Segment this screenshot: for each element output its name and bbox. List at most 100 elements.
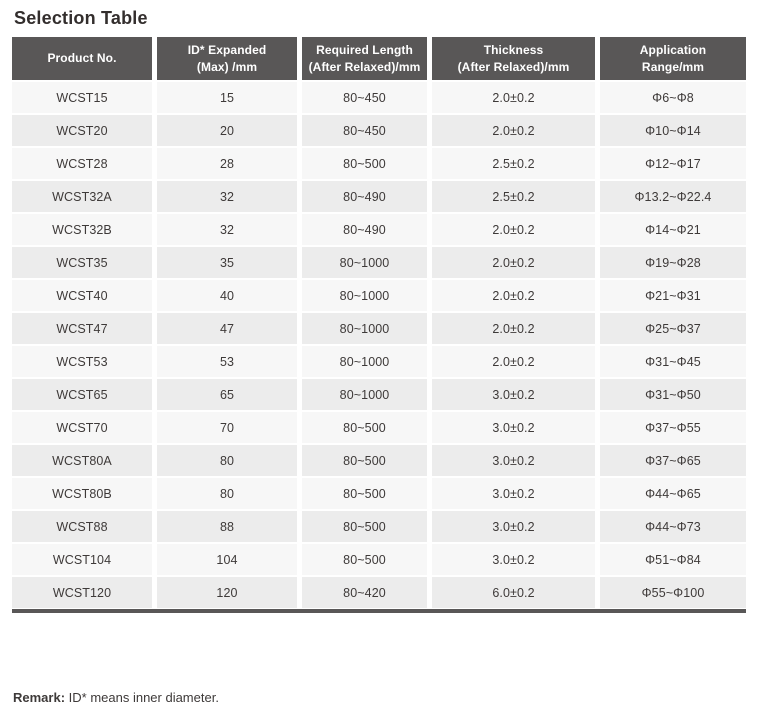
cell-required-length: 80~450: [302, 115, 427, 146]
cell-application-range: Φ13.2~Φ22.4: [600, 181, 746, 212]
cell-id-expanded: 80: [157, 445, 297, 476]
column-header-id-expanded: ID* Expanded (Max) /mm: [157, 37, 297, 80]
table-row: WCST65 65 80~1000 3.0±0.2 Φ31~Φ50: [12, 379, 746, 410]
cell-thickness: 2.0±0.2: [432, 346, 595, 377]
cell-thickness: 3.0±0.2: [432, 412, 595, 443]
cell-product-no: WCST53: [12, 346, 152, 377]
column-header-application-range: Application Range/mm: [600, 37, 746, 80]
cell-thickness: 2.0±0.2: [432, 247, 595, 278]
cell-product-no: WCST104: [12, 544, 152, 575]
table-row: WCST80A 80 80~500 3.0±0.2 Φ37~Φ65: [12, 445, 746, 476]
cell-application-range: Φ55~Φ100: [600, 577, 746, 608]
cell-application-range: Φ14~Φ21: [600, 214, 746, 245]
cell-id-expanded: 47: [157, 313, 297, 344]
cell-thickness: 3.0±0.2: [432, 445, 595, 476]
cell-application-range: Φ51~Φ84: [600, 544, 746, 575]
cell-id-expanded: 53: [157, 346, 297, 377]
table-row: WCST32A 32 80~490 2.5±0.2 Φ13.2~Φ22.4: [12, 181, 746, 212]
cell-application-range: Φ37~Φ65: [600, 445, 746, 476]
cell-id-expanded: 104: [157, 544, 297, 575]
cell-product-no: WCST80A: [12, 445, 152, 476]
cell-id-expanded: 32: [157, 181, 297, 212]
cell-application-range: Φ21~Φ31: [600, 280, 746, 311]
table-row: WCST15 15 80~450 2.0±0.2 Φ6~Φ8: [12, 82, 746, 113]
cell-application-range: Φ44~Φ73: [600, 511, 746, 542]
cell-required-length: 80~500: [302, 445, 427, 476]
column-header-thickness: Thickness (After Relaxed)/mm: [432, 37, 595, 80]
cell-product-no: WCST120: [12, 577, 152, 608]
cell-application-range: Φ31~Φ45: [600, 346, 746, 377]
cell-required-length: 80~420: [302, 577, 427, 608]
cell-required-length: 80~500: [302, 544, 427, 575]
cell-thickness: 3.0±0.2: [432, 544, 595, 575]
table-row: WCST47 47 80~1000 2.0±0.2 Φ25~Φ37: [12, 313, 746, 344]
cell-required-length: 80~1000: [302, 313, 427, 344]
cell-id-expanded: 80: [157, 478, 297, 509]
cell-application-range: Φ25~Φ37: [600, 313, 746, 344]
cell-product-no: WCST65: [12, 379, 152, 410]
cell-id-expanded: 65: [157, 379, 297, 410]
cell-required-length: 80~500: [302, 478, 427, 509]
remark-text: ID* means inner diameter.: [65, 690, 219, 705]
column-header-required-length: Required Length (After Relaxed)/mm: [302, 37, 427, 80]
cell-product-no: WCST88: [12, 511, 152, 542]
cell-thickness: 3.0±0.2: [432, 478, 595, 509]
table-row: WCST120 120 80~420 6.0±0.2 Φ55~Φ100: [12, 577, 746, 608]
cell-application-range: Φ31~Φ50: [600, 379, 746, 410]
cell-application-range: Φ12~Φ17: [600, 148, 746, 179]
table-row: WCST40 40 80~1000 2.0±0.2 Φ21~Φ31: [12, 280, 746, 311]
cell-product-no: WCST35: [12, 247, 152, 278]
selection-table: Product No. ID* Expanded (Max) /mm Require…: [12, 37, 746, 613]
cell-thickness: 2.0±0.2: [432, 115, 595, 146]
cell-id-expanded: 20: [157, 115, 297, 146]
table-row: WCST20 20 80~450 2.0±0.2 Φ10~Φ14: [12, 115, 746, 146]
table-bottom-border: [12, 609, 746, 613]
table-row: WCST80B 80 80~500 3.0±0.2 Φ44~Φ65: [12, 478, 746, 509]
cell-application-range: Φ44~Φ65: [600, 478, 746, 509]
cell-required-length: 80~490: [302, 181, 427, 212]
table-row: WCST53 53 80~1000 2.0±0.2 Φ31~Φ45: [12, 346, 746, 377]
table-header-row: Product No. ID* Expanded (Max) /mm Require…: [12, 37, 746, 80]
cell-required-length: 80~1000: [302, 346, 427, 377]
cell-product-no: WCST28: [12, 148, 152, 179]
cell-product-no: WCST32B: [12, 214, 152, 245]
cell-id-expanded: 32: [157, 214, 297, 245]
cell-product-no: WCST32A: [12, 181, 152, 212]
cell-required-length: 80~490: [302, 214, 427, 245]
cell-id-expanded: 70: [157, 412, 297, 443]
cell-id-expanded: 40: [157, 280, 297, 311]
table-row: WCST32B 32 80~490 2.0±0.2 Φ14~Φ21: [12, 214, 746, 245]
table-row: WCST104 104 80~500 3.0±0.2 Φ51~Φ84: [12, 544, 746, 575]
cell-required-length: 80~1000: [302, 280, 427, 311]
column-header-product-no: Product No.: [12, 37, 152, 80]
cell-thickness: 3.0±0.2: [432, 379, 595, 410]
cell-thickness: 2.0±0.2: [432, 313, 595, 344]
cell-thickness: 6.0±0.2: [432, 577, 595, 608]
table-row: WCST28 28 80~500 2.5±0.2 Φ12~Φ17: [12, 148, 746, 179]
cell-id-expanded: 120: [157, 577, 297, 608]
cell-id-expanded: 88: [157, 511, 297, 542]
cell-thickness: 2.5±0.2: [432, 181, 595, 212]
table-row: WCST35 35 80~1000 2.0±0.2 Φ19~Φ28: [12, 247, 746, 278]
cell-id-expanded: 15: [157, 82, 297, 113]
table-body: WCST15 15 80~450 2.0±0.2 Φ6~Φ8 WCST20 20 80~450…: [12, 82, 746, 608]
cell-application-range: Φ10~Φ14: [600, 115, 746, 146]
cell-required-length: 80~450: [302, 82, 427, 113]
cell-thickness: 3.0±0.2: [432, 511, 595, 542]
cell-required-length: 80~1000: [302, 379, 427, 410]
cell-thickness: 2.0±0.2: [432, 280, 595, 311]
cell-application-range: Φ19~Φ28: [600, 247, 746, 278]
cell-application-range: Φ37~Φ55: [600, 412, 746, 443]
cell-application-range: Φ6~Φ8: [600, 82, 746, 113]
cell-required-length: 80~1000: [302, 247, 427, 278]
table-row: WCST70 70 80~500 3.0±0.2 Φ37~Φ55: [12, 412, 746, 443]
page-title: Selection Table: [14, 8, 148, 28]
cell-required-length: 80~500: [302, 511, 427, 542]
cell-product-no: WCST15: [12, 82, 152, 113]
cell-id-expanded: 35: [157, 247, 297, 278]
remark-label: Remark:: [13, 690, 66, 705]
cell-product-no: WCST20: [12, 115, 152, 146]
remark: Remark: ID* means inner diameter.: [13, 690, 219, 705]
cell-product-no: WCST80B: [12, 478, 152, 509]
